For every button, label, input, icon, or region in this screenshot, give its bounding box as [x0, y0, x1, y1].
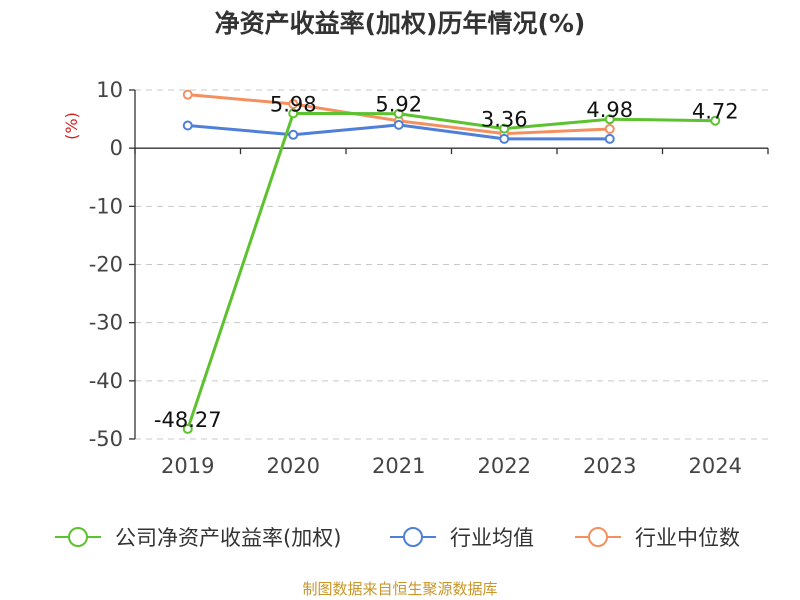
data-point — [182, 89, 193, 100]
y-tick-label: 10 — [96, 78, 123, 102]
x-tick-label: 2020 — [267, 454, 320, 478]
x-tick-label: 2024 — [689, 454, 742, 478]
data-point — [182, 120, 193, 131]
data-point — [393, 119, 404, 130]
legend-label: 公司净资产收益率(加权) — [115, 526, 341, 550]
y-tick-label: -50 — [89, 427, 123, 451]
y-tick-label: -40 — [89, 369, 123, 393]
data-point — [604, 123, 615, 134]
data-label: 3.36 — [481, 108, 528, 132]
data-point — [182, 423, 193, 434]
data-point — [499, 133, 510, 144]
series-line — [186, 111, 716, 430]
y-tick-label: -20 — [89, 253, 123, 277]
source-note: 制图数据来自恒生聚源数据库 — [302, 580, 498, 598]
data-label: 5.98 — [270, 92, 317, 116]
data-point — [604, 114, 615, 125]
chart-title: 净资产收益率(加权)历年情况(%) — [214, 9, 586, 38]
x-tick-label: 2022 — [478, 454, 531, 478]
series-layer — [182, 89, 721, 434]
data-label: 4.98 — [586, 98, 633, 122]
y-tick-label: -10 — [89, 194, 123, 218]
x-tick-label: 2023 — [583, 454, 636, 478]
y-tick-label: 0 — [110, 136, 123, 160]
data-point — [288, 129, 299, 140]
x-tick-label: 2019 — [161, 454, 214, 478]
y-tick-label: -30 — [89, 311, 123, 335]
axis-layer: 10 0 -10 -20 -30 -40 -50 2019 2020 2021 2022 2023 20… — [62, 78, 769, 478]
data-label: 4.72 — [692, 100, 739, 124]
legend: 公司净资产收益率(加权) 行业均值 行业中位数 — [55, 526, 740, 550]
data-point — [710, 115, 721, 126]
data-point — [393, 108, 404, 119]
data-point — [499, 123, 510, 134]
legend-label: 行业中位数 — [635, 526, 740, 550]
data-label: 5.92 — [375, 93, 422, 117]
data-point — [288, 108, 299, 119]
x-tick-label: 2021 — [372, 454, 425, 478]
grid-layer — [135, 89, 768, 440]
data-label-layer: -48.27 5.98 5.92 3.36 4.98 4.72 — [154, 92, 739, 432]
legend-marker — [68, 527, 88, 547]
data-label: -48.27 — [154, 408, 222, 432]
data-point — [604, 133, 615, 144]
legend-marker — [403, 527, 423, 547]
data-point — [288, 98, 299, 109]
y-axis-label: (%) — [62, 112, 81, 140]
legend-marker — [588, 527, 608, 547]
legend-label: 行业均值 — [450, 526, 534, 550]
